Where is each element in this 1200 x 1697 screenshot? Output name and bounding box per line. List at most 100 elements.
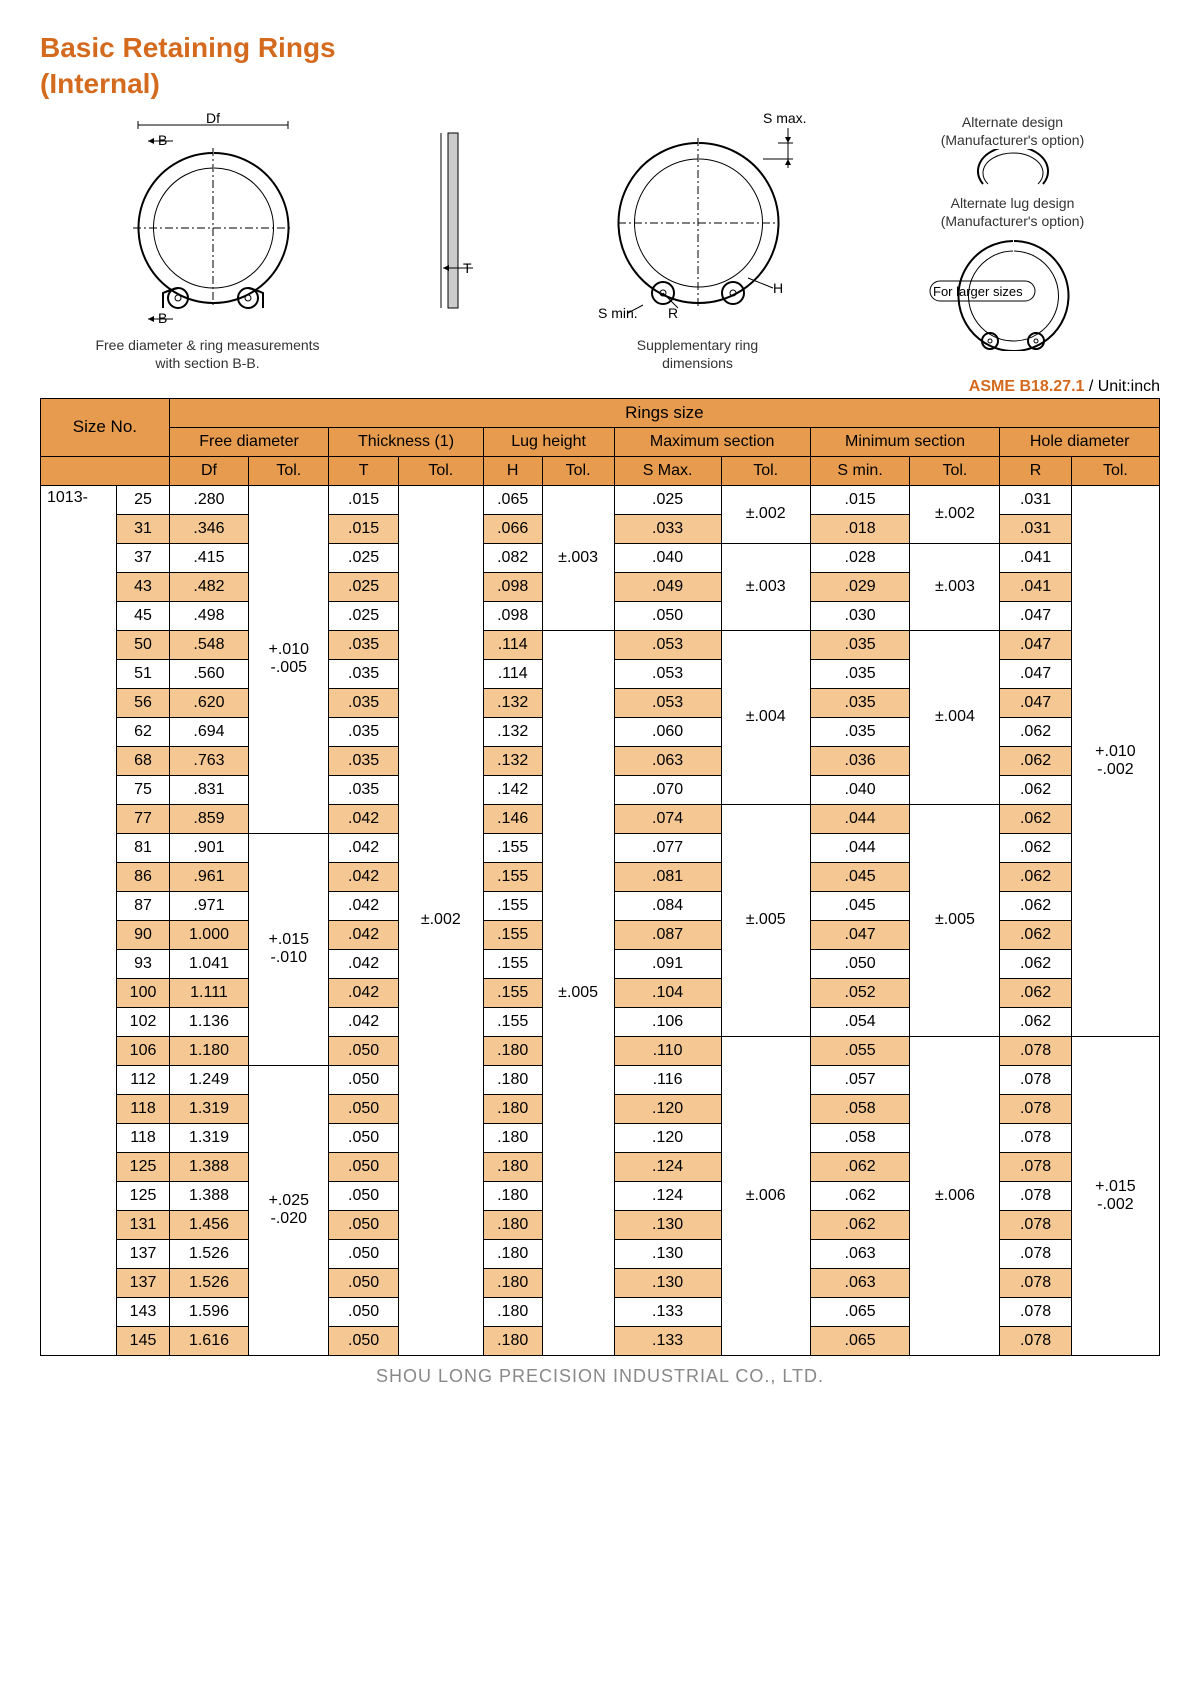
- cell-r: .078: [1000, 1210, 1071, 1239]
- tol-cell: ±.003: [721, 543, 810, 630]
- cell-smin: .065: [810, 1326, 910, 1355]
- cell-t: .042: [329, 891, 399, 920]
- tol-cell: +.015 -.010: [249, 833, 329, 1065]
- cell-h: .180: [483, 1123, 542, 1152]
- cell-n: 137: [117, 1268, 169, 1297]
- cell-df: 1.388: [169, 1181, 248, 1210]
- svg-text:S max.: S max.: [763, 113, 807, 126]
- cell-t: .050: [329, 1123, 399, 1152]
- cell-df: .859: [169, 804, 248, 833]
- cell-n: 62: [117, 717, 169, 746]
- cell-h: .155: [483, 949, 542, 978]
- cell-t: .050: [329, 1239, 399, 1268]
- cell-t: .042: [329, 833, 399, 862]
- cell-t: .050: [329, 1094, 399, 1123]
- cell-h: .180: [483, 1152, 542, 1181]
- standard-line: ASME B18.27.1 / Unit:inch: [40, 378, 1160, 396]
- cell-smin: .065: [810, 1297, 910, 1326]
- cell-t: .035: [329, 630, 399, 659]
- tol-cell: ±.004: [910, 630, 1000, 804]
- ring-section-icon: T: [413, 113, 493, 323]
- standard-code: ASME B18.27.1: [969, 378, 1085, 395]
- cell-t: .042: [329, 920, 399, 949]
- cell-n: 106: [117, 1036, 169, 1065]
- cell-r: .078: [1000, 1094, 1071, 1123]
- cell-t: .025: [329, 601, 399, 630]
- cell-smin: .015: [810, 485, 910, 514]
- cell-r: .078: [1000, 1297, 1071, 1326]
- hdr-thickness: Thickness (1): [329, 427, 483, 456]
- cell-n: 118: [117, 1094, 169, 1123]
- cell-df: .280: [169, 485, 248, 514]
- cell-r: .078: [1000, 1326, 1071, 1355]
- cell-smin: .036: [810, 746, 910, 775]
- cell-r: .047: [1000, 601, 1071, 630]
- cell-smin: .063: [810, 1268, 910, 1297]
- cell-r: .062: [1000, 833, 1071, 862]
- cell-smin: .035: [810, 717, 910, 746]
- cell-h: .098: [483, 601, 542, 630]
- cell-r: .062: [1000, 862, 1071, 891]
- caption-2a: Supplementary ring: [637, 337, 758, 353]
- cell-smax: .060: [614, 717, 721, 746]
- hdr-smax: S Max.: [614, 456, 721, 485]
- ring-front-icon: Df B B: [78, 113, 338, 323]
- cell-h: .132: [483, 746, 542, 775]
- cell-smax: .050: [614, 601, 721, 630]
- cell-df: 1.136: [169, 1007, 248, 1036]
- cell-smax: .033: [614, 514, 721, 543]
- cell-t: .050: [329, 1297, 399, 1326]
- cell-smax: .049: [614, 572, 721, 601]
- cell-df: .415: [169, 543, 248, 572]
- cell-r: .078: [1000, 1036, 1071, 1065]
- cell-n: 102: [117, 1007, 169, 1036]
- tol-cell: +.010 -.005: [249, 485, 329, 833]
- page-title: Basic Retaining Rings (Internal): [40, 30, 1160, 103]
- cell-smin: .030: [810, 601, 910, 630]
- cell-h: .114: [483, 659, 542, 688]
- cell-r: .062: [1000, 717, 1071, 746]
- cell-h: .098: [483, 572, 542, 601]
- cell-h: .180: [483, 1036, 542, 1065]
- tol-cell: ±.003: [542, 485, 614, 630]
- cell-df: 1.596: [169, 1297, 248, 1326]
- tol-cell: +.025 -.020: [249, 1065, 329, 1355]
- cell-df: .548: [169, 630, 248, 659]
- caption-2b: dimensions: [662, 355, 733, 371]
- caption-1b: with section B-B.: [155, 355, 259, 371]
- cell-smin: .044: [810, 804, 910, 833]
- svg-text:B: B: [158, 310, 167, 323]
- cell-smin: .062: [810, 1152, 910, 1181]
- cell-df: 1.180: [169, 1036, 248, 1065]
- cell-df: .346: [169, 514, 248, 543]
- hdr-rings-size: Rings size: [169, 398, 1159, 427]
- cell-smin: .062: [810, 1181, 910, 1210]
- cell-t: .025: [329, 543, 399, 572]
- hdr-tol: Tol.: [1071, 456, 1159, 485]
- cell-df: 1.000: [169, 920, 248, 949]
- cell-smin: .047: [810, 920, 910, 949]
- hdr-h: H: [483, 456, 542, 485]
- cell-df: .831: [169, 775, 248, 804]
- cell-r: .062: [1000, 891, 1071, 920]
- cell-smin: .058: [810, 1094, 910, 1123]
- cell-r: .062: [1000, 1007, 1071, 1036]
- cell-smax: .070: [614, 775, 721, 804]
- cell-smin: .050: [810, 949, 910, 978]
- cell-t: .035: [329, 688, 399, 717]
- cell-t: .050: [329, 1036, 399, 1065]
- cell-t: .050: [329, 1152, 399, 1181]
- ring-supp-icon: S max. S min. R H: [568, 113, 828, 323]
- cell-t: .050: [329, 1210, 399, 1239]
- alt-design-icon: [963, 149, 1063, 189]
- table-row: 1013-25.280+.010 -.005.015±.002.065±.003…: [41, 485, 1160, 514]
- cell-r: .078: [1000, 1239, 1071, 1268]
- cell-r: .078: [1000, 1152, 1071, 1181]
- cell-t: .042: [329, 862, 399, 891]
- cell-smin: .040: [810, 775, 910, 804]
- diagram-1: Df B B Free diameter & ring measurements…: [78, 113, 338, 372]
- tol-cell: ±.003: [910, 543, 1000, 630]
- cell-r: .031: [1000, 514, 1071, 543]
- hdr-r: R: [1000, 456, 1071, 485]
- cell-r: .078: [1000, 1181, 1071, 1210]
